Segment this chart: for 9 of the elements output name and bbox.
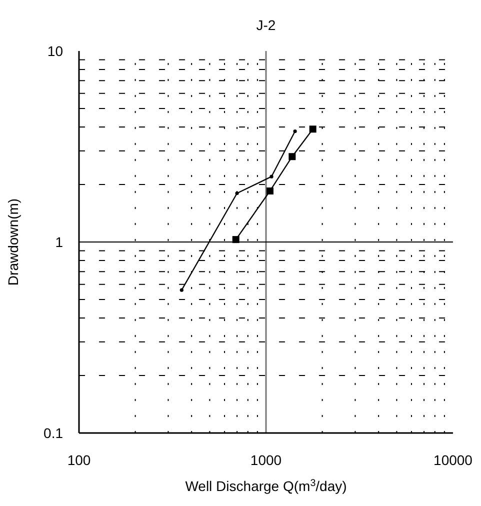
- y-axis-title: Drawdown(m): [5, 198, 21, 286]
- x-tick-label: 1000: [250, 452, 282, 468]
- chart-title: J-2: [255, 16, 277, 35]
- x-tick-label: 100: [67, 452, 91, 468]
- y-tick-label: 0.1: [44, 424, 64, 441]
- y-tick-label: 10: [47, 42, 64, 59]
- x-tick-label: 10000: [434, 452, 473, 468]
- y-tick-label: 1: [55, 234, 64, 250]
- x-axis-title: Well Discharge Q(m$^{3}$/day): [185, 478, 347, 494]
